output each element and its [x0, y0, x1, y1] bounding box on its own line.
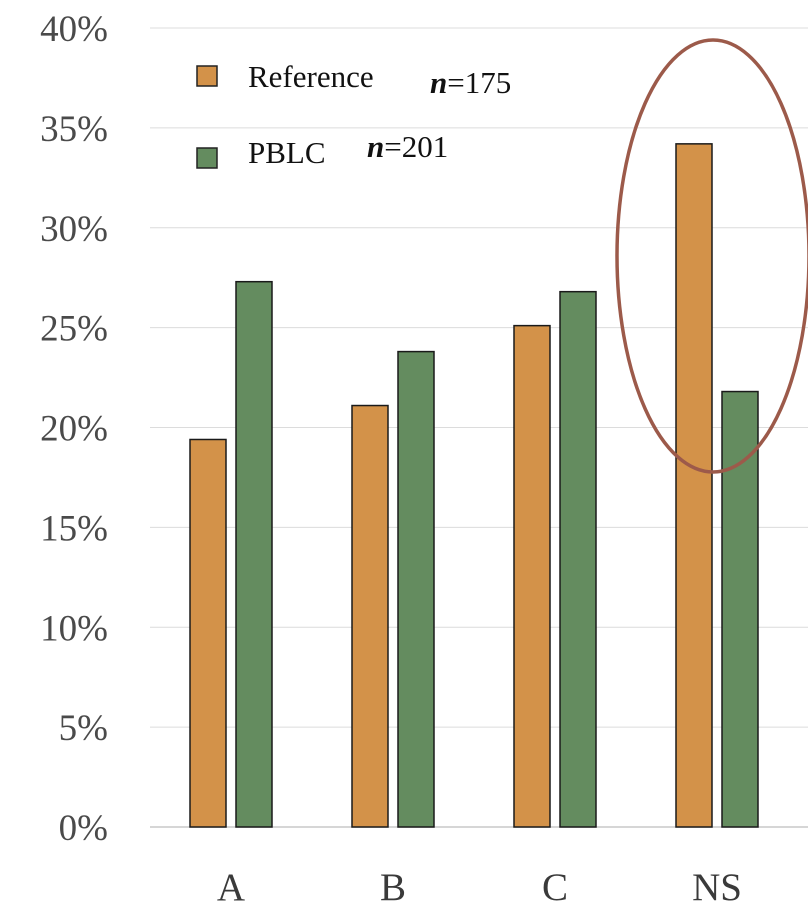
- y-tick-label: 30%: [40, 209, 108, 250]
- bar-reference-a: [189, 438, 227, 828]
- legend-label-pblc: PBLC: [248, 135, 326, 170]
- legend-n-value-reference: =175: [447, 65, 511, 100]
- y-tick-label: 40%: [40, 9, 108, 50]
- legend-swatch-reference: [196, 65, 218, 87]
- x-category-label: B: [380, 866, 406, 905]
- y-tick-label: 15%: [40, 508, 108, 549]
- legend-n-reference: n=175: [430, 65, 511, 100]
- bar-pblc-c: [559, 290, 597, 828]
- bars: [189, 143, 759, 828]
- ns-highlight-ellipse: [615, 38, 808, 474]
- legend-n-value-pblc: =201: [384, 129, 448, 164]
- x-category-label: NS: [692, 866, 742, 905]
- bar-pblc-a: [235, 280, 273, 828]
- legend: Reference n=175 PBLC n=201: [196, 59, 511, 170]
- legend-n-symbol-pblc: n: [367, 129, 384, 164]
- bar-pblc-ns: [721, 390, 759, 828]
- bar-reference-c: [513, 324, 551, 828]
- legend-n-symbol-reference: n: [430, 65, 447, 100]
- x-category-label: C: [542, 866, 568, 905]
- y-tick-label: 0%: [59, 808, 108, 849]
- legend-label-reference: Reference: [248, 59, 374, 94]
- y-tick-label: 10%: [40, 608, 108, 649]
- y-tick-label: 35%: [40, 109, 108, 150]
- bar-pblc-b: [397, 350, 435, 828]
- legend-n-pblc: n=201: [367, 129, 448, 164]
- x-axis-category-labels: A B C NS: [217, 866, 742, 905]
- bar-reference-ns: [675, 143, 713, 828]
- bar-reference-b: [351, 404, 389, 828]
- y-tick-label: 5%: [59, 708, 108, 749]
- y-tick-label: 25%: [40, 309, 108, 350]
- legend-swatch-pblc: [196, 147, 218, 169]
- x-category-label: A: [217, 866, 245, 905]
- y-tick-label: 20%: [40, 409, 108, 450]
- y-axis-tick-labels: 0% 5% 10% 15% 20% 25% 30% 35% 40%: [40, 9, 108, 849]
